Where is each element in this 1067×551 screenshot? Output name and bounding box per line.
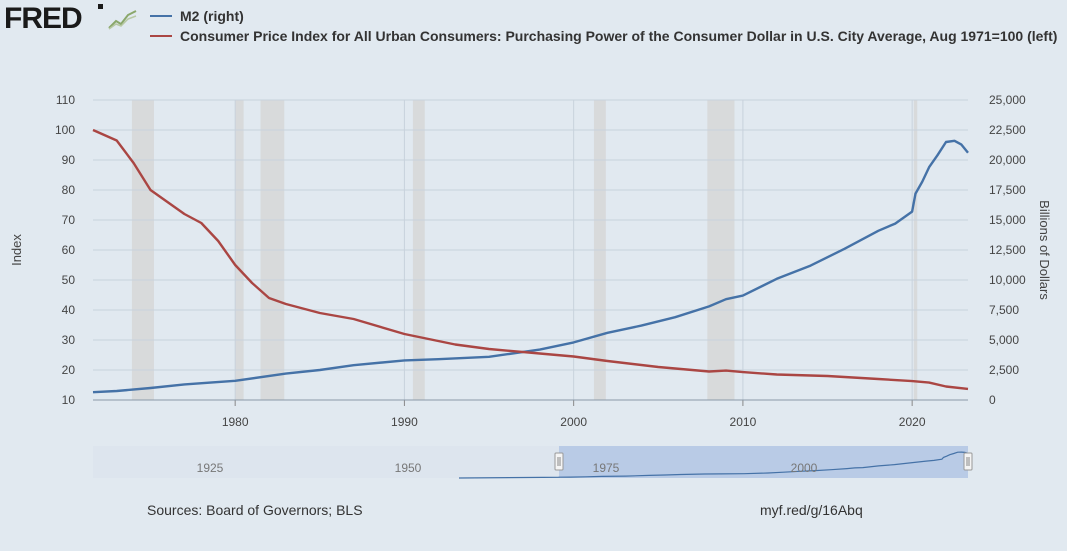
y-right-axis-label: Billions of Dollars bbox=[1037, 200, 1052, 300]
legend-item-m2[interactable]: M2 (right) bbox=[150, 6, 1065, 26]
y-right-tick-label: 10,000 bbox=[989, 273, 1026, 287]
fred-logo[interactable]: FRED bbox=[4, 2, 83, 36]
x-tick-label: 2010 bbox=[730, 415, 757, 429]
chart-logo-icon bbox=[108, 10, 137, 30]
navigator-series-line bbox=[458, 451, 969, 479]
y-right-tick-label: 7,500 bbox=[989, 303, 1019, 317]
y-left-tick-label: 50 bbox=[62, 273, 76, 287]
legend-item-cpi[interactable]: Consumer Price Index for All Urban Consu… bbox=[150, 26, 1065, 46]
x-tick-label: 1980 bbox=[222, 415, 249, 429]
y-left-tick-label: 60 bbox=[62, 243, 76, 257]
navigator-tick-label: 2000 bbox=[791, 461, 818, 475]
legend-label-cpi: Consumer Price Index for All Urban Consu… bbox=[180, 28, 1058, 44]
navigator-tick-label: 1975 bbox=[593, 461, 620, 475]
fred-logo-text: FRED bbox=[4, 2, 83, 35]
series-lines bbox=[92, 128, 969, 394]
y-left-tick-label: 80 bbox=[62, 183, 76, 197]
series-line-m2[interactable] bbox=[92, 139, 969, 394]
navigator-handle-right[interactable] bbox=[963, 452, 973, 471]
y-right-tick-label: 20,000 bbox=[989, 153, 1026, 167]
short-url-link[interactable]: myf.red/g/16Abq bbox=[760, 502, 863, 518]
y-right-tick-label: 0 bbox=[989, 393, 996, 407]
y-left-tick-label: 40 bbox=[62, 303, 76, 317]
y-right-tick-label: 22,500 bbox=[989, 123, 1026, 137]
navigator-tick-label: 1950 bbox=[395, 461, 422, 475]
legend-swatch-cpi bbox=[150, 35, 172, 37]
x-tick-label: 2000 bbox=[560, 415, 587, 429]
y-left-tick-label: 100 bbox=[55, 123, 75, 137]
y-right-tick-label: 5,000 bbox=[989, 333, 1019, 347]
x-tick-label: 2020 bbox=[899, 415, 926, 429]
y-left-tick-label: 70 bbox=[62, 213, 76, 227]
y-left-tick-label: 30 bbox=[62, 333, 76, 347]
y-right-tick-label: 15,000 bbox=[989, 213, 1026, 227]
x-tick-label: 1990 bbox=[391, 415, 418, 429]
logo-dot bbox=[98, 4, 103, 9]
axes: 10 20 30 40 50 60 70 80 90 100 110 0 2,500 5,000 7,500… bbox=[9, 93, 1052, 429]
y-left-tick-label: 110 bbox=[56, 93, 75, 107]
y-left-axis-label: Index bbox=[9, 234, 24, 266]
navigator-handle-left[interactable] bbox=[554, 452, 564, 471]
range-navigator[interactable]: 1925 1950 1975 2000 bbox=[93, 446, 973, 479]
y-right-tick-label: 17,500 bbox=[989, 183, 1026, 197]
y-left-tick-label: 10 bbox=[62, 393, 76, 407]
y-right-tick-label: 2,500 bbox=[989, 363, 1019, 377]
y-right-tick-label: 25,000 bbox=[989, 93, 1026, 107]
legend-label-m2: M2 (right) bbox=[180, 8, 244, 24]
y-right-tick-label: 12,500 bbox=[989, 243, 1026, 257]
navigator-tick-label: 1925 bbox=[197, 461, 224, 475]
sources-note: Sources: Board of Governors; BLS bbox=[147, 502, 363, 518]
chart-legend: M2 (right) Consumer Price Index for All … bbox=[150, 6, 1065, 46]
series-line-cpi[interactable] bbox=[92, 128, 969, 391]
legend-swatch-m2 bbox=[150, 15, 172, 17]
y-left-tick-label: 90 bbox=[62, 153, 76, 167]
y-left-tick-label: 20 bbox=[62, 363, 76, 377]
